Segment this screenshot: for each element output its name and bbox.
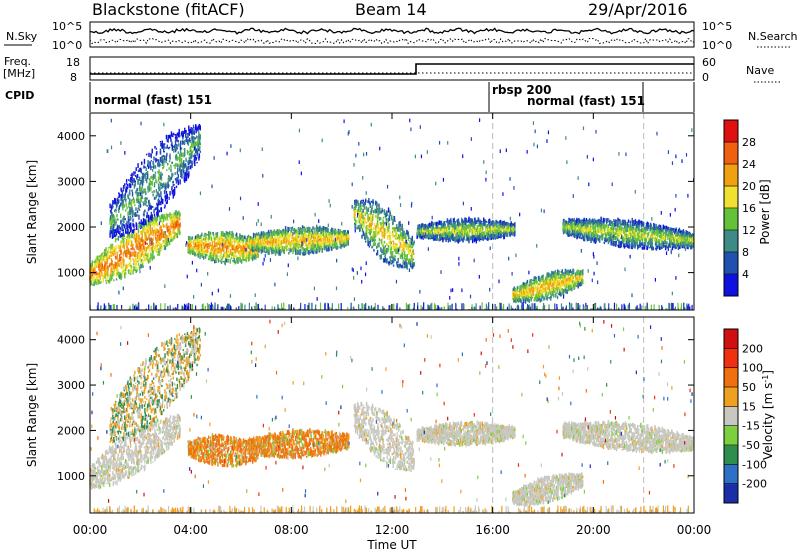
power-echo-region-5 (416, 216, 516, 244)
noise-panel-frame (89, 21, 695, 48)
freq-label-line2: [MHz] (3, 67, 35, 80)
freq-trace (90, 63, 694, 75)
frequency-panel: Freq. [MHz] 18 8 60 0 Nave (3, 55, 780, 84)
freq-tick-top: 18 (66, 56, 80, 69)
cpid-label: CPID (5, 89, 34, 102)
noise-left-label: N.Sky (6, 30, 38, 43)
power-echo-region-2 (187, 230, 259, 266)
nave-tick-bottom: 0 (702, 71, 709, 84)
noise-tick-top-left: 10^5 (52, 20, 82, 33)
noise-panel: N.Sky 10^5 10^0 10^5 10^0 N.Search (4, 20, 798, 52)
freq-panel-frame (89, 56, 695, 81)
noise-tick-bottom-right: 10^0 (702, 39, 732, 52)
cpid-segment-1: normal (fast) 151 (94, 93, 212, 107)
power-scatter (89, 113, 695, 310)
cpid-panel: CPID normal (fast) 151 rbsp 200 normal (… (5, 82, 695, 112)
freq-label-line1: Freq. (4, 55, 31, 68)
cpid-segment-3: normal (fast) 151 (527, 94, 645, 108)
nave-label: Nave (746, 64, 774, 77)
noise-search-trace (89, 37, 695, 45)
date-title: 29/Apr/2016 (588, 0, 688, 19)
power-echo-region-0 (89, 210, 181, 287)
noise-tick-bottom-left: 10^0 (52, 39, 82, 52)
freq-tick-bottom: 8 (70, 71, 77, 84)
station-title: Blackstone (fitACF) (92, 0, 245, 19)
cpid-segment-2: rbsp 200 (492, 83, 551, 97)
noise-right-label: N.Search (748, 30, 798, 43)
beam-title: Beam 14 (355, 0, 427, 19)
noise-sky-trace (89, 27, 695, 35)
noise-tick-top-right: 10^5 (702, 20, 732, 33)
power-echo-region-1 (109, 123, 201, 239)
power-echo-region-3 (247, 224, 350, 256)
power-echo-region-4 (353, 198, 415, 270)
nave-tick-top: 60 (702, 56, 716, 69)
